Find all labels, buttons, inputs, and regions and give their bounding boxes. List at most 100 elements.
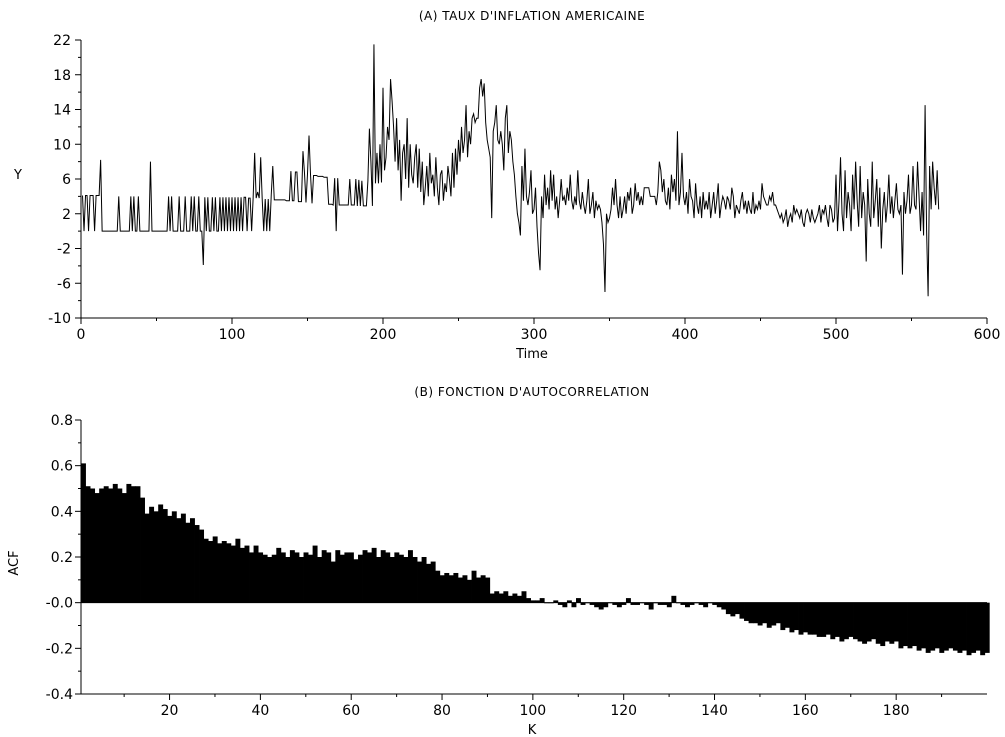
chart-b-bar <box>471 570 477 603</box>
chart-b-bar <box>880 602 886 647</box>
chart-b-bar <box>853 602 858 640</box>
chart-b-bar <box>230 545 236 603</box>
chart-b-bar <box>249 552 254 603</box>
chart-b-bar <box>784 602 790 628</box>
chart-b-bar <box>980 602 986 656</box>
chart-b-bar <box>889 602 895 644</box>
chart-b-bar <box>616 602 622 608</box>
chart-b-bar <box>671 595 677 603</box>
chart-b-bar <box>303 552 309 603</box>
chart-b-bar <box>94 493 100 603</box>
chart-b-bar <box>657 602 663 605</box>
chart-b-bar <box>662 602 668 605</box>
chart-b-bar <box>571 602 577 608</box>
chart-b-bar <box>721 602 727 610</box>
chart-b-bar <box>526 598 531 603</box>
chart-b-bar <box>666 602 672 608</box>
chart-b-bar <box>376 557 382 603</box>
chart-b-bar <box>289 550 295 603</box>
chart-a-y-tick-label: 18 <box>53 68 71 84</box>
chart-b-bar <box>180 513 186 603</box>
chart-b-bar <box>635 602 640 605</box>
chart-b-bar <box>603 602 609 608</box>
chart-b-bar <box>739 602 745 619</box>
chart-b-bar <box>703 602 709 608</box>
chart-b-bar <box>358 554 363 603</box>
chart-b-bar <box>126 483 132 603</box>
chart-b-bar <box>716 602 722 608</box>
chart-b-bar <box>612 602 618 605</box>
chart-b-bar <box>153 511 159 603</box>
chart-b-bar <box>371 547 377 603</box>
chart-b-bar <box>271 554 277 603</box>
chart-b-bar <box>730 602 736 617</box>
chart-b-bar <box>217 543 223 603</box>
chart-b-bar <box>893 602 899 642</box>
chart-b-bar <box>467 579 472 603</box>
chart-b-bar <box>326 552 332 603</box>
chart-b-bar <box>457 577 463 603</box>
chart-b-bar <box>308 554 314 603</box>
chart-b-bar <box>512 593 518 603</box>
chart-b-bar <box>135 486 141 603</box>
chart-b-bar <box>212 536 218 603</box>
chart-a-y-tick-label: -10 <box>48 311 71 327</box>
chart-b-bar <box>971 602 977 653</box>
chart-b-bar <box>385 552 391 603</box>
chart-a: (A) TAUX D'INFLATION AMERICAINE -10 -6 -2 2… <box>13 9 1000 362</box>
chart-b-bar <box>121 493 127 603</box>
chart-b-bar <box>348 552 354 603</box>
chart-b-bar <box>562 602 568 608</box>
chart-b-bar <box>962 602 967 651</box>
chart-a-y-tick-label: -6 <box>57 276 71 292</box>
chart-b-bar <box>921 602 927 649</box>
chart-a-title: (A) TAUX D'INFLATION AMERICAINE <box>419 9 645 23</box>
chart-a-series-line <box>82 44 940 297</box>
chart-b-bar <box>258 552 264 603</box>
chart-b-bar <box>748 602 754 624</box>
chart-b-x-tick-label: 140 <box>701 703 728 719</box>
chart-b-x-tick-label: 120 <box>610 703 637 719</box>
chart-b-bar <box>975 602 981 651</box>
chart-b-bar <box>294 552 300 603</box>
chart-b-bar <box>762 602 768 624</box>
chart-b-bar <box>140 497 145 603</box>
chart-a-x-axis-label: Time <box>515 347 548 362</box>
chart-b-x-tick-label: 40 <box>251 703 269 719</box>
chart-b-bar <box>267 557 273 603</box>
chart-b-bar <box>412 557 418 603</box>
chart-a-x-tick-label: 600 <box>974 327 1001 343</box>
chart-b-bar <box>353 559 359 603</box>
chart-b-bar <box>780 602 786 631</box>
chart-b-bar <box>725 602 731 615</box>
chart-b-bar <box>907 602 913 649</box>
chart-b-bar <box>171 511 177 603</box>
chart-b-bar <box>866 602 872 642</box>
chart-b-bar <box>367 552 373 603</box>
chart-b-bar <box>444 572 450 603</box>
chart-b-bar <box>239 547 245 603</box>
chart-b-bar <box>744 602 749 621</box>
chart-b-x-tick-label: 20 <box>161 703 179 719</box>
chart-b-x-tick-label: 80 <box>433 703 451 719</box>
chart-b-bar <box>539 598 545 603</box>
chart-b-bar <box>644 602 650 605</box>
chart-b-plot-area: -0.4 -0.2 -0.0 0.2 0.4 0.6 0.8 20 40 60 80 100 120 14… <box>46 413 990 719</box>
chart-b-bar <box>789 602 795 633</box>
chart-b-bar <box>753 602 759 624</box>
chart-b-bar <box>235 538 241 603</box>
chart-b-title: (B) FONCTION D'AUTOCORRELATION <box>414 385 649 399</box>
chart-b-bar <box>948 602 954 649</box>
chart-b-bar <box>130 486 136 603</box>
chart-b-bar <box>930 602 936 651</box>
chart-b-bar <box>871 602 877 640</box>
chart-b-bar <box>498 593 504 603</box>
chart-b-bar <box>485 577 491 603</box>
chart-b-bar <box>298 557 304 603</box>
chart-b-bar <box>625 598 631 603</box>
chart-b-bar <box>476 577 482 603</box>
chart-b-bar <box>158 504 164 603</box>
chart-b-bar <box>594 602 600 608</box>
chart-b-bar <box>957 602 963 653</box>
chart-b-bar <box>208 541 214 603</box>
